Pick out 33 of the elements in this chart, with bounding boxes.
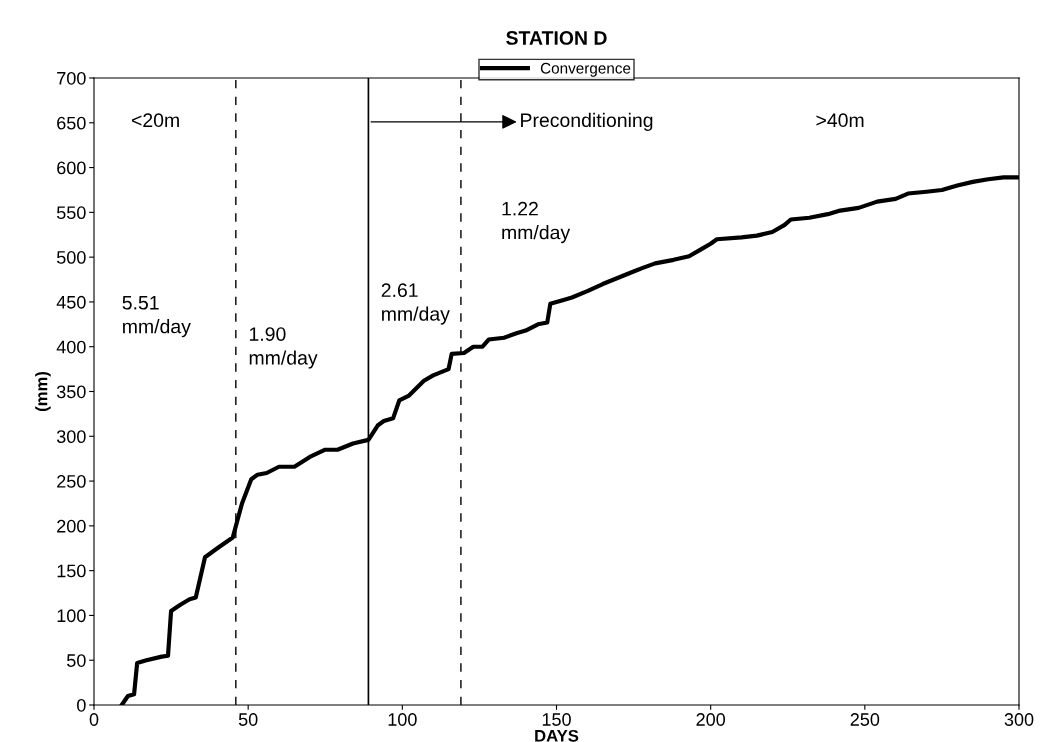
legend-label: Convergence [540,62,631,77]
y-tick-label: 700 [57,71,86,85]
y-tick-label: 100 [57,609,86,623]
annotation: 5.51 mm/day [122,296,191,338]
chart-title: STATION D [506,31,607,45]
y-tick-label: 50 [67,654,86,667]
x-tick-label: 0 [89,713,99,726]
annotation: 1.22 mm/day [502,201,571,244]
x-tick-label: 50 [238,713,258,726]
y-tick-label: 400 [56,340,86,354]
y-tick-label: 350 [56,385,86,399]
x-tick-label: 100 [388,713,417,726]
x-tick-label: 300 [1004,713,1034,726]
y-axis-title: (mm) [35,371,51,412]
x-axis-title: DAYS [535,729,579,742]
x-tick-label: 150 [542,713,571,726]
y-tick-label: 300 [56,430,86,444]
y-tick-label: 450 [56,295,86,309]
annotation: >40m [816,113,864,128]
annotation: 2.61 mm/day [381,283,450,325]
y-tick-label: 650 [57,116,86,130]
x-tick-label: 250 [850,713,880,726]
y-tick-label: 550 [56,206,86,220]
annotation: 1.90 mm/day [249,327,318,369]
y-tick-label: 250 [57,475,86,488]
x-tick-label: 200 [696,713,726,726]
annotation: Preconditioning [521,112,653,131]
y-tick-label: 500 [56,251,86,264]
annotation: <20m [131,113,179,128]
y-tick-label: 0 [77,698,86,712]
y-tick-label: 600 [57,161,86,175]
y-tick-label: 150 [57,564,86,578]
y-tick-label: 200 [57,519,86,533]
